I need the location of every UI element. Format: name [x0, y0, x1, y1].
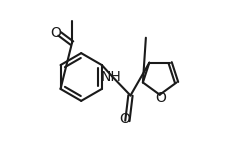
- Text: O: O: [50, 26, 61, 40]
- Text: NH: NH: [101, 70, 122, 84]
- Text: O: O: [119, 112, 130, 126]
- Text: O: O: [155, 91, 166, 105]
